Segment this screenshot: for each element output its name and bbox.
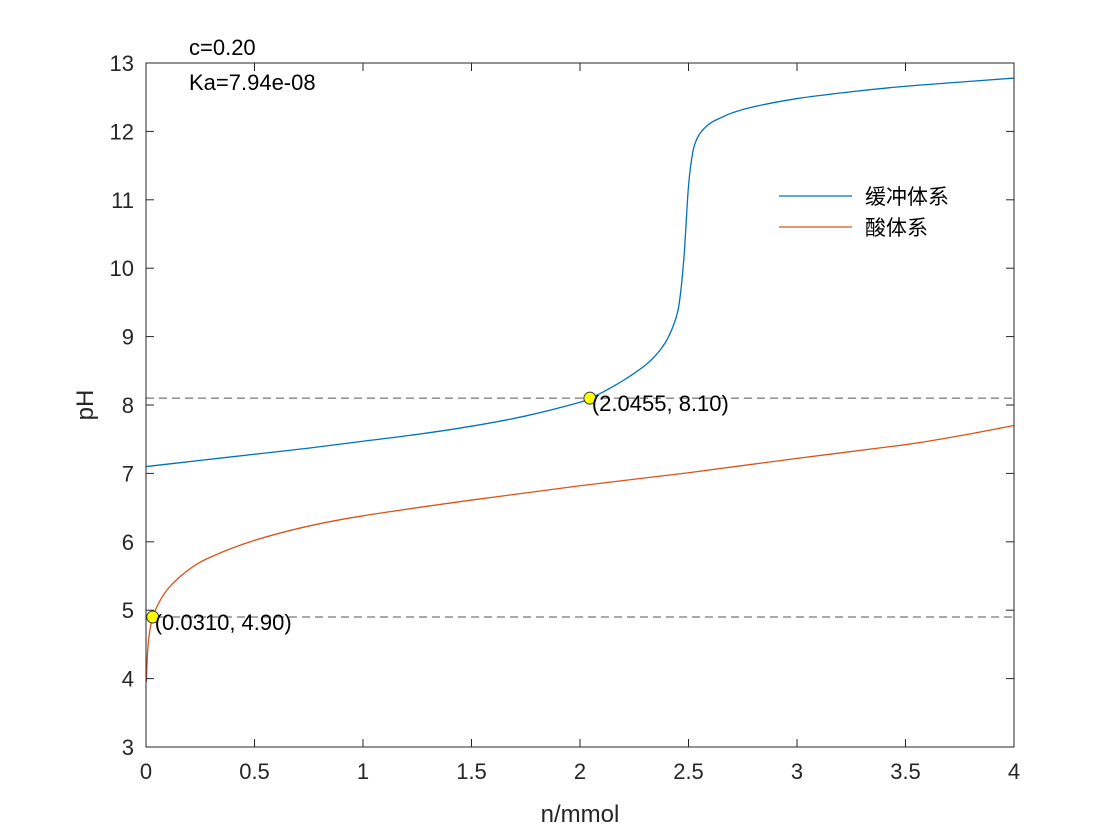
x-tick-label: 2.5: [673, 759, 704, 784]
y-tick-label: 12: [110, 119, 134, 144]
y-tick-label: 4: [122, 667, 134, 692]
y-tick-label: 8: [122, 393, 134, 418]
data-markers: (2.0455, 8.10) (0.0310, 4.90): [146, 391, 729, 635]
y-tick-label: 7: [122, 461, 134, 486]
legend-label: 缓冲体系: [865, 186, 949, 209]
y-tick-label: 10: [110, 256, 134, 281]
data-point-label: (0.0310, 4.90): [155, 610, 292, 635]
x-tick-label: 1.5: [456, 759, 487, 784]
x-tick-label: 1: [357, 759, 369, 784]
y-tick-label: 13: [110, 51, 134, 76]
y-tick-label: 3: [122, 735, 134, 760]
y-tick-label: 11: [111, 188, 134, 213]
data-point-marker: [146, 610, 160, 624]
y-tick-label: 5: [122, 598, 134, 623]
y-axis-ticks: 3 4 5 6 7 8 9 10 11 12 13: [110, 51, 1014, 760]
x-tick-label: 3: [791, 759, 803, 784]
data-point-label: (2.0455, 8.10): [592, 391, 729, 416]
legend-label: 酸体系: [865, 217, 928, 240]
y-axis-label: pH: [72, 390, 99, 421]
annotation-concentration: c=0.20: [189, 35, 256, 60]
x-tick-label: 4: [1008, 759, 1020, 784]
x-tick-label: 0.5: [239, 759, 270, 784]
plot-area: [146, 63, 1014, 747]
x-axis-ticks: 0 0.5 1 1.5 2 2.5 3 3.5 4: [140, 63, 1020, 784]
reference-lines: [146, 397, 1014, 618]
series-line-0: [145, 77, 1015, 468]
x-tick-label: 3.5: [890, 759, 921, 784]
annotation-ka: Ka=7.94e-08: [189, 70, 316, 95]
y-tick-label: 9: [122, 325, 134, 350]
x-tick-label: 2: [574, 759, 586, 784]
y-tick-label: 6: [122, 530, 134, 555]
x-axis-label: n/mmol: [541, 801, 620, 828]
x-tick-label: 0: [140, 759, 152, 784]
data-point-marker: [583, 391, 597, 405]
